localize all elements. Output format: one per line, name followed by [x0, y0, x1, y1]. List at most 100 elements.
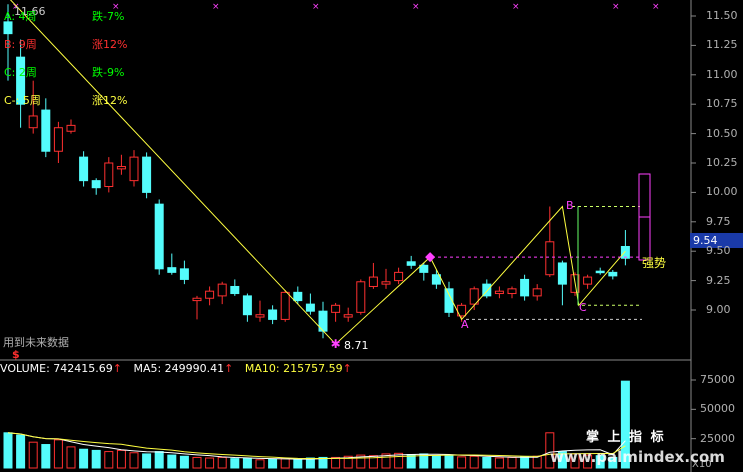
wave-change: 涨12% — [92, 94, 128, 107]
candle-body — [280, 291, 290, 320]
volume-bar — [280, 458, 290, 469]
top-marker-2: × — [212, 2, 220, 12]
price-tick-label: 10.75 — [706, 97, 738, 111]
header-price: 11.66 — [14, 5, 46, 18]
future-data-marker: $ — [12, 348, 20, 361]
volume-bar — [230, 458, 240, 469]
current-price-badge: 9.54 — [690, 233, 743, 248]
volume-bar — [482, 456, 492, 469]
candle-body — [545, 241, 555, 276]
volume-bar — [431, 455, 441, 469]
volume-bar — [469, 455, 479, 469]
candle-body — [53, 127, 63, 152]
candle-body — [217, 283, 227, 297]
watermark: 掌 上 指 标 www.palmindex.com — [548, 424, 725, 472]
volume-bar — [368, 455, 378, 469]
price-tick-label: 9.00 — [706, 303, 731, 316]
volume-bar — [608, 456, 618, 469]
volume-bar — [532, 455, 542, 469]
volume-bar — [192, 456, 202, 469]
wave-row: A: 4周 跌-7% — [4, 8, 130, 24]
volume-bar — [255, 459, 265, 469]
volume-bar — [318, 456, 328, 469]
candle-body — [91, 180, 101, 189]
volume-bar — [545, 432, 555, 469]
price-tick-label: 9.75 — [706, 214, 731, 228]
candle-body — [129, 156, 139, 182]
volume-unit: X10 — [692, 459, 712, 470]
volume-tick-label: 25000 — [700, 431, 735, 445]
candle-body — [520, 278, 530, 297]
price-tick-label: 9.50 — [706, 244, 731, 258]
candle-body — [242, 295, 252, 316]
ma5-arrow: ↑ — [224, 362, 234, 375]
volume-ma10-line — [7, 432, 626, 459]
candle-body — [431, 274, 441, 285]
candle-body — [620, 245, 630, 259]
candle-body — [142, 156, 152, 193]
price-tick-label: 11.00 — [706, 67, 738, 81]
volume-bar — [41, 444, 51, 469]
candle-body — [41, 109, 51, 152]
candle-body — [356, 281, 366, 313]
candle-body — [482, 283, 492, 297]
candle-body — [419, 264, 429, 273]
volume-bar — [104, 451, 114, 469]
candle-body — [116, 166, 126, 170]
candle-body — [406, 261, 416, 266]
candle-body — [268, 309, 278, 320]
candle-body — [293, 291, 303, 302]
volume-bar — [557, 451, 567, 469]
candle-body — [469, 288, 479, 305]
future-data-note: 用到未来数据 — [3, 336, 69, 349]
point-b-label: B — [566, 199, 574, 212]
volume-value: VOLUME: 742415.69 — [0, 362, 113, 375]
candle-body — [167, 267, 177, 273]
candle-body — [368, 276, 378, 287]
candle-body — [595, 270, 605, 274]
candle-body — [532, 288, 542, 297]
ma10-arrow: ↑ — [342, 362, 352, 375]
volume-bar — [494, 457, 504, 469]
candle-body — [343, 314, 353, 318]
candle-body — [79, 156, 89, 182]
peak-diamond-marker — [425, 252, 436, 263]
candle-body — [179, 268, 189, 280]
candle-body — [66, 124, 76, 132]
price-tick-label: 11.50 — [706, 9, 738, 22]
price-tick-label: 10.00 — [706, 185, 738, 199]
candle-body — [3, 21, 13, 35]
top-marker-6: × — [612, 2, 620, 12]
watermark-title: 掌 上 指 标 — [586, 430, 666, 445]
wave-change: 跌-9% — [92, 66, 125, 79]
strong-trend-label: 强势 — [642, 256, 667, 270]
volume-bar — [28, 441, 38, 469]
wave-weeks: C: 2周 — [4, 66, 37, 79]
volume-bar — [356, 454, 366, 469]
candle-body — [583, 276, 593, 285]
candle-body — [28, 115, 38, 129]
zigzag-line — [9, 0, 626, 345]
wave-row: C-: 5周 涨12% — [4, 92, 133, 108]
volume-bar — [268, 458, 278, 469]
volume-bar — [154, 451, 164, 469]
candle-body — [230, 285, 240, 295]
price-tick-label: 9.25 — [706, 273, 731, 287]
volume-bar — [242, 457, 252, 469]
wave-change: 跌-7% — [92, 10, 125, 23]
price-tick-label: 11.25 — [706, 38, 738, 52]
candle-body — [16, 56, 26, 105]
candle-body — [192, 297, 202, 302]
low-price-label: 8.71 — [344, 339, 369, 352]
volume-bar — [129, 452, 139, 469]
volume-bar — [507, 456, 517, 469]
candle-body — [507, 288, 517, 295]
watermark-url: www.palmindex.com — [550, 448, 725, 466]
candle-body — [104, 162, 114, 188]
candle-body — [255, 314, 265, 318]
top-marker-0: × — [12, 2, 20, 12]
candle-body — [394, 271, 404, 282]
volume-tick-label: 50000 — [700, 402, 735, 416]
wave-weeks: B: 9周 — [4, 38, 37, 51]
